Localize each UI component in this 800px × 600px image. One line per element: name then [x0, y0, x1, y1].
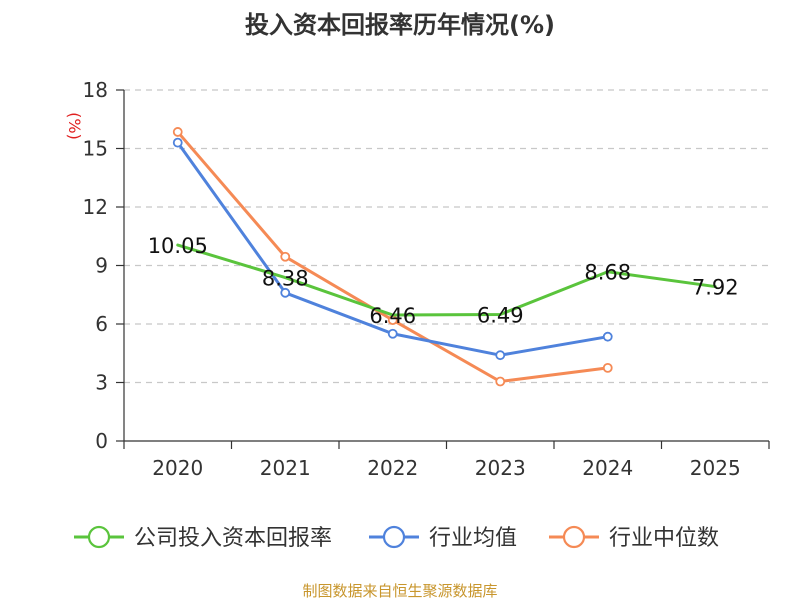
- data-point[interactable]: [602, 331, 613, 342]
- data-point[interactable]: [172, 127, 183, 137]
- data-label: 10.05: [148, 234, 208, 258]
- x-tick-label: 2022: [367, 456, 418, 480]
- series-0: [176, 243, 717, 317]
- y-axis-label: (%): [65, 112, 84, 140]
- legend-item-0[interactable]: 公司投入资本回报率: [74, 525, 332, 551]
- x-tick-label: 2020: [152, 456, 203, 480]
- data-point[interactable]: [495, 350, 506, 361]
- data-label: 6.49: [477, 303, 524, 327]
- series-line: [176, 130, 610, 384]
- y-tick-label: 15: [83, 137, 108, 161]
- data-point[interactable]: [280, 287, 291, 298]
- y-tick-label: 18: [83, 78, 108, 102]
- x-tick-label: 2021: [260, 456, 311, 480]
- legend-item-1[interactable]: 行业均值: [369, 525, 517, 551]
- data-point[interactable]: [495, 376, 506, 387]
- y-tick-label: 6: [95, 312, 108, 336]
- legend[interactable]: 公司投入资本回报率 行业均值 行业中位数: [74, 525, 719, 551]
- data-point[interactable]: [172, 137, 183, 148]
- x-tick-label: 2024: [582, 456, 633, 480]
- series-group: [172, 127, 717, 387]
- data-label: 8.68: [584, 261, 631, 285]
- y-tick-label: 3: [95, 371, 108, 395]
- series-line: [176, 243, 717, 317]
- legend-label: 行业均值: [429, 526, 517, 551]
- legend-item-2[interactable]: 行业中位数: [549, 525, 719, 551]
- x-tick-label: 2025: [690, 456, 741, 480]
- legend-label: 公司投入资本回报率: [134, 526, 332, 551]
- data-label: 7.92: [692, 276, 739, 300]
- legend-label: 行业中位数: [609, 526, 719, 551]
- legend-marker: [382, 525, 406, 549]
- data-labels: 10.05 8.38 6.46 6.49 8.68 7.92: [148, 234, 739, 328]
- data-point[interactable]: [387, 328, 398, 339]
- series-1: [172, 137, 613, 361]
- data-point[interactable]: [280, 251, 291, 262]
- y-tick-label: 12: [83, 195, 108, 219]
- legend-marker: [87, 525, 111, 549]
- data-label: 8.38: [262, 267, 309, 291]
- grid-lines: [124, 89, 769, 384]
- data-label: 6.46: [369, 304, 416, 328]
- legend-marker: [562, 525, 586, 549]
- y-tick-label: 9: [95, 254, 108, 278]
- chart-title: 投入资本回报率历年情况(%): [245, 11, 555, 39]
- source-note: 制图数据来自恒生聚源数据库: [302, 582, 497, 600]
- data-point[interactable]: [602, 362, 613, 373]
- x-tick-label: 2023: [475, 456, 526, 480]
- y-tick-label: 0: [95, 429, 108, 453]
- axes: 0 3 6 9 12 15 18 2020 2021 2022 2023 2024 2025: [83, 78, 770, 480]
